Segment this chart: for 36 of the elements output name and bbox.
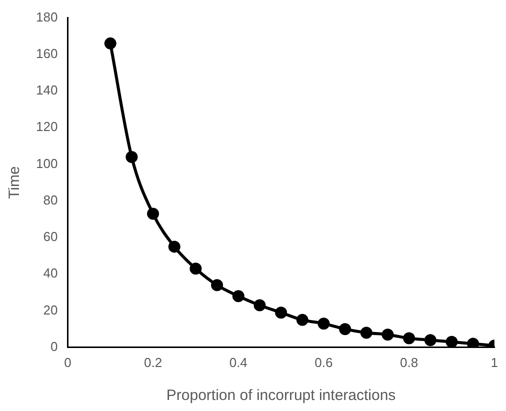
point bbox=[382, 328, 394, 341]
point bbox=[168, 240, 180, 253]
point bbox=[275, 306, 288, 319]
point bbox=[403, 332, 416, 344]
x-tick-label: 0.2 bbox=[144, 354, 162, 370]
point bbox=[467, 338, 480, 348]
y-tick-label: 0 bbox=[50, 338, 58, 354]
y-tick-label: 140 bbox=[36, 82, 58, 98]
y-tick-label: 40 bbox=[43, 266, 58, 281]
point bbox=[232, 290, 244, 302]
x-tick-label: 1 bbox=[490, 354, 498, 370]
point bbox=[211, 279, 224, 292]
x-tick-label: 0.8 bbox=[400, 354, 418, 370]
point bbox=[318, 318, 330, 330]
point bbox=[254, 299, 266, 312]
y-tick-label: 180 bbox=[36, 9, 58, 24]
y-tick-label: 80 bbox=[43, 192, 58, 208]
point bbox=[126, 150, 138, 163]
y-tick-label: 20 bbox=[43, 302, 58, 318]
y-tick-label: 160 bbox=[36, 46, 58, 61]
y-axis-title: Time bbox=[6, 166, 24, 199]
point bbox=[360, 326, 372, 339]
point bbox=[424, 334, 436, 346]
point bbox=[446, 336, 458, 348]
point bbox=[190, 262, 202, 275]
y-tick-label: 100 bbox=[36, 156, 58, 171]
y-tick-label: 60 bbox=[43, 229, 58, 244]
point bbox=[339, 323, 352, 336]
point bbox=[104, 37, 116, 50]
x-tick-label: 0 bbox=[64, 354, 72, 370]
y-tick-label: 120 bbox=[36, 119, 58, 134]
point bbox=[296, 314, 308, 326]
x-tick-label: 0.4 bbox=[229, 354, 248, 370]
point bbox=[147, 208, 160, 220]
x-axis-title: Proportion of incorrupt interactions bbox=[166, 387, 396, 404]
x-tick-label: 0.6 bbox=[314, 354, 333, 370]
